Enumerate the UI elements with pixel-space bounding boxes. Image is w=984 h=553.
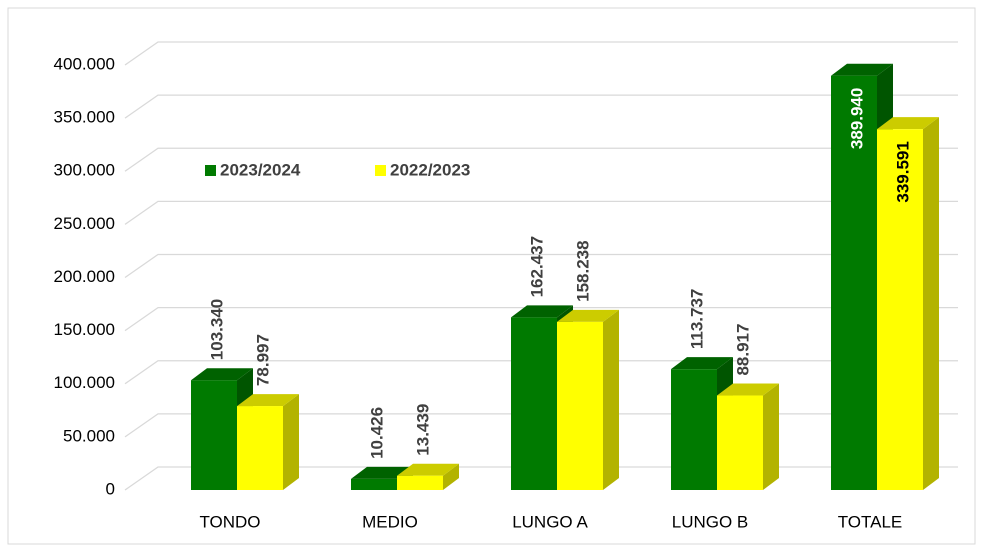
bar: [831, 75, 877, 490]
bar-side: [443, 463, 459, 490]
value-label: 10.426: [367, 407, 386, 459]
bar-top: [397, 463, 459, 476]
x-tick-label: LUNGO A: [512, 512, 588, 531]
chart-border: [7, 7, 976, 545]
bar-top: [237, 394, 299, 407]
y-tick-label: 150.000: [54, 320, 115, 339]
value-label: 113.737: [687, 289, 706, 350]
y-tick-label: 100.000: [54, 373, 115, 392]
y-tick-label: 0: [106, 479, 115, 498]
y-tick-label: 400.000: [54, 54, 115, 73]
value-label: 389.940: [847, 88, 866, 149]
grid-line: [124, 200, 958, 225]
bar: [237, 406, 283, 490]
grid-line: [124, 306, 958, 332]
value-label: 13.439: [413, 404, 432, 456]
bar-side: [763, 383, 779, 490]
bar-top: [557, 309, 619, 322]
value-label: 158.238: [573, 240, 592, 301]
bar: [397, 475, 443, 490]
value-label: 339.591: [893, 141, 912, 202]
value-label: 162.437: [527, 236, 546, 297]
bar-top: [671, 357, 733, 370]
bar: [557, 321, 603, 490]
legend-swatch: [205, 165, 216, 176]
y-tick-label: 300.000: [54, 161, 115, 180]
y-tick-label: 50.000: [63, 426, 115, 445]
y-tick-label: 200.000: [54, 267, 115, 286]
value-label: 103.340: [207, 299, 226, 360]
bar: [877, 129, 923, 490]
bar-side: [603, 309, 619, 490]
bar-side: [923, 117, 939, 490]
legend-label: 2022/2023: [390, 160, 470, 179]
x-tick-label: TOTALE: [838, 512, 903, 531]
bar: [717, 395, 763, 490]
bar-top: [877, 117, 939, 130]
grid-line: [124, 253, 958, 279]
x-tick-label: LUNGO B: [672, 512, 749, 531]
bar-side: [283, 394, 299, 490]
bar-top: [717, 383, 779, 396]
bar: [671, 369, 717, 490]
legend-swatch: [375, 165, 386, 176]
grid-line: [124, 94, 958, 119]
x-tick-label: MEDIO: [362, 512, 418, 531]
grid-line: [124, 147, 958, 172]
value-label: 78.997: [253, 334, 272, 386]
bar: [511, 317, 557, 490]
x-tick-label: TONDO: [199, 512, 260, 531]
legend-label: 2023/2024: [220, 160, 301, 179]
y-tick-label: 250.000: [54, 214, 115, 233]
bar-top: [191, 368, 253, 381]
bar-top: [511, 305, 573, 318]
bar: [351, 478, 397, 490]
bar: [191, 380, 237, 490]
grid-line: [124, 41, 958, 66]
value-label: 88.917: [733, 324, 752, 376]
y-tick-label: 350.000: [54, 108, 115, 127]
bar-top: [831, 63, 893, 76]
